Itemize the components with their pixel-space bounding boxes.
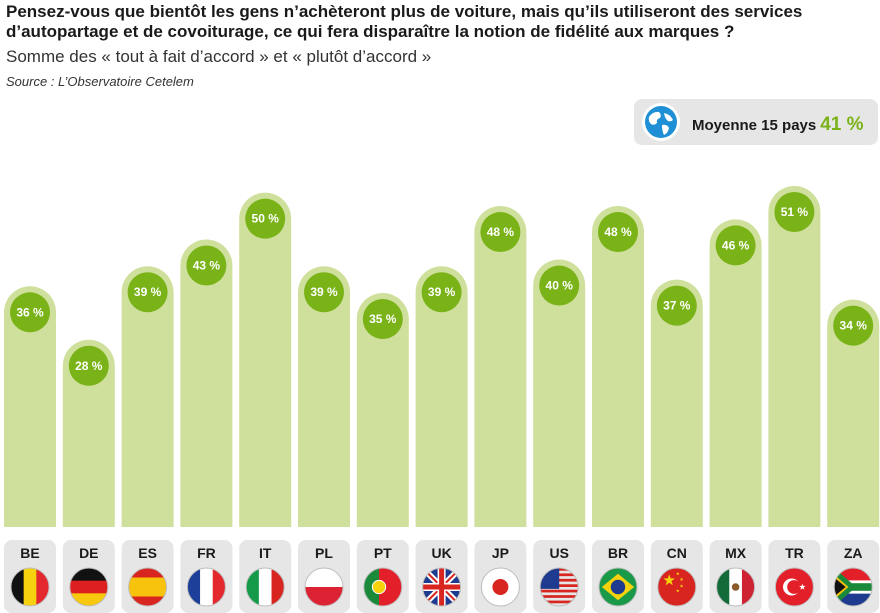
flag-pt-icon [363,568,402,606]
value-badge-fr [186,245,227,286]
value-badge-za [833,305,874,346]
country-label-mx: MX [725,545,747,561]
bar-cn [650,279,703,527]
flag-ring-za [833,567,873,607]
bar-tr [768,186,821,528]
bar-de [62,339,115,527]
flag-mx-icon [716,568,755,606]
data-label-de: 28 % [75,359,103,373]
flag-ring-cn [657,567,697,607]
flag-be-icon [11,568,49,606]
flag-ring-pt [363,567,403,607]
flag-es-icon [128,568,167,606]
country-label-pl: PL [315,545,333,561]
data-label-pl: 39 % [310,285,338,299]
flag-it-icon [246,568,285,606]
country-label-pt: PT [374,545,392,561]
value-badge-br [598,212,638,253]
flag-de-icon [69,568,108,606]
flag-za-icon [834,568,873,606]
data-label-cn: 37 % [663,299,691,313]
flag-ring-br [598,567,638,607]
data-label-fr: 43 % [193,258,221,272]
bar-us [533,259,586,527]
value-badge-us [539,265,580,306]
flag-ring-us [539,567,579,607]
bar-be [4,286,56,527]
data-label-mx: 46 % [722,238,750,252]
country-label-be: BE [20,545,39,561]
bar-es [121,266,174,527]
chart-source: Source : L’Observatoire Cetelem [6,74,194,89]
flag-ring-es [128,567,168,607]
flag-fr-icon [187,568,226,606]
value-badge-de [68,345,109,386]
country-label-it: IT [259,545,272,561]
data-label-tr: 51 % [781,205,809,219]
bar-fr [180,239,233,527]
flag-jp-icon [481,568,520,606]
bar-mx [709,219,762,527]
flag-ring-jp [480,567,520,607]
data-label-jp: 48 % [487,225,515,239]
average-label: Moyenne 15 pays 41 % [692,114,864,136]
data-label-us: 40 % [546,279,574,293]
value-badge-cn [656,285,697,326]
value-badge-jp [480,212,521,253]
value-badge-be [10,292,50,333]
bar-it [239,192,292,527]
flag-ring-de [69,567,109,607]
flag-pl-icon [305,568,343,606]
country-label-fr: FR [197,545,216,561]
country-label-jp: JP [492,545,509,561]
data-label-pt: 35 % [369,312,397,326]
bar-za [827,299,880,527]
flag-cn-icon [657,568,696,606]
country-label-tr: TR [785,545,804,561]
flag-uk-icon [422,568,461,606]
country-label-br: BR [608,545,628,561]
flag-ring-fr [186,567,226,607]
flag-ring-tr [774,567,814,607]
average-value: 41 % [820,114,864,135]
country-label-de: DE [79,545,98,561]
flag-br-icon [599,568,637,606]
country-label-us: US [549,545,568,561]
country-label-za: ZA [844,545,863,561]
flag-ring-pl [304,567,344,607]
value-badge-uk [421,272,462,313]
country-label-uk: UK [431,545,451,561]
average-label-text: Moyenne 15 pays [692,117,817,134]
data-label-uk: 39 % [428,285,456,299]
flag-ring-be [10,567,50,607]
globe-icon [642,103,680,141]
value-badge-pl [304,272,344,313]
flag-ring-uk [422,567,462,607]
flag-ring-it [245,567,285,607]
country-label-es: ES [138,545,157,561]
value-badge-mx [715,225,756,266]
data-label-be: 36 % [16,305,44,319]
bar-pt [356,292,409,527]
bar-jp [474,206,527,527]
value-badge-tr [774,192,815,232]
chart-title: Pensez-vous que bientôt les gens n’achèt… [6,2,803,41]
bar-pl [298,266,350,527]
bar-br [592,206,644,527]
value-badge-it [245,198,286,239]
value-badge-es [127,272,168,313]
value-badge-pt [362,298,403,339]
data-label-za: 34 % [840,319,868,333]
country-label-cn: CN [667,545,687,561]
data-label-br: 48 % [604,225,632,239]
chart-subtitle: Somme des « tout à fait d’accord » et « … [6,47,432,66]
flag-tr-icon [775,568,814,606]
data-label-it: 50 % [252,212,280,226]
flag-ring-mx [716,567,756,607]
data-label-es: 39 % [134,285,162,299]
bar-uk [415,266,468,527]
